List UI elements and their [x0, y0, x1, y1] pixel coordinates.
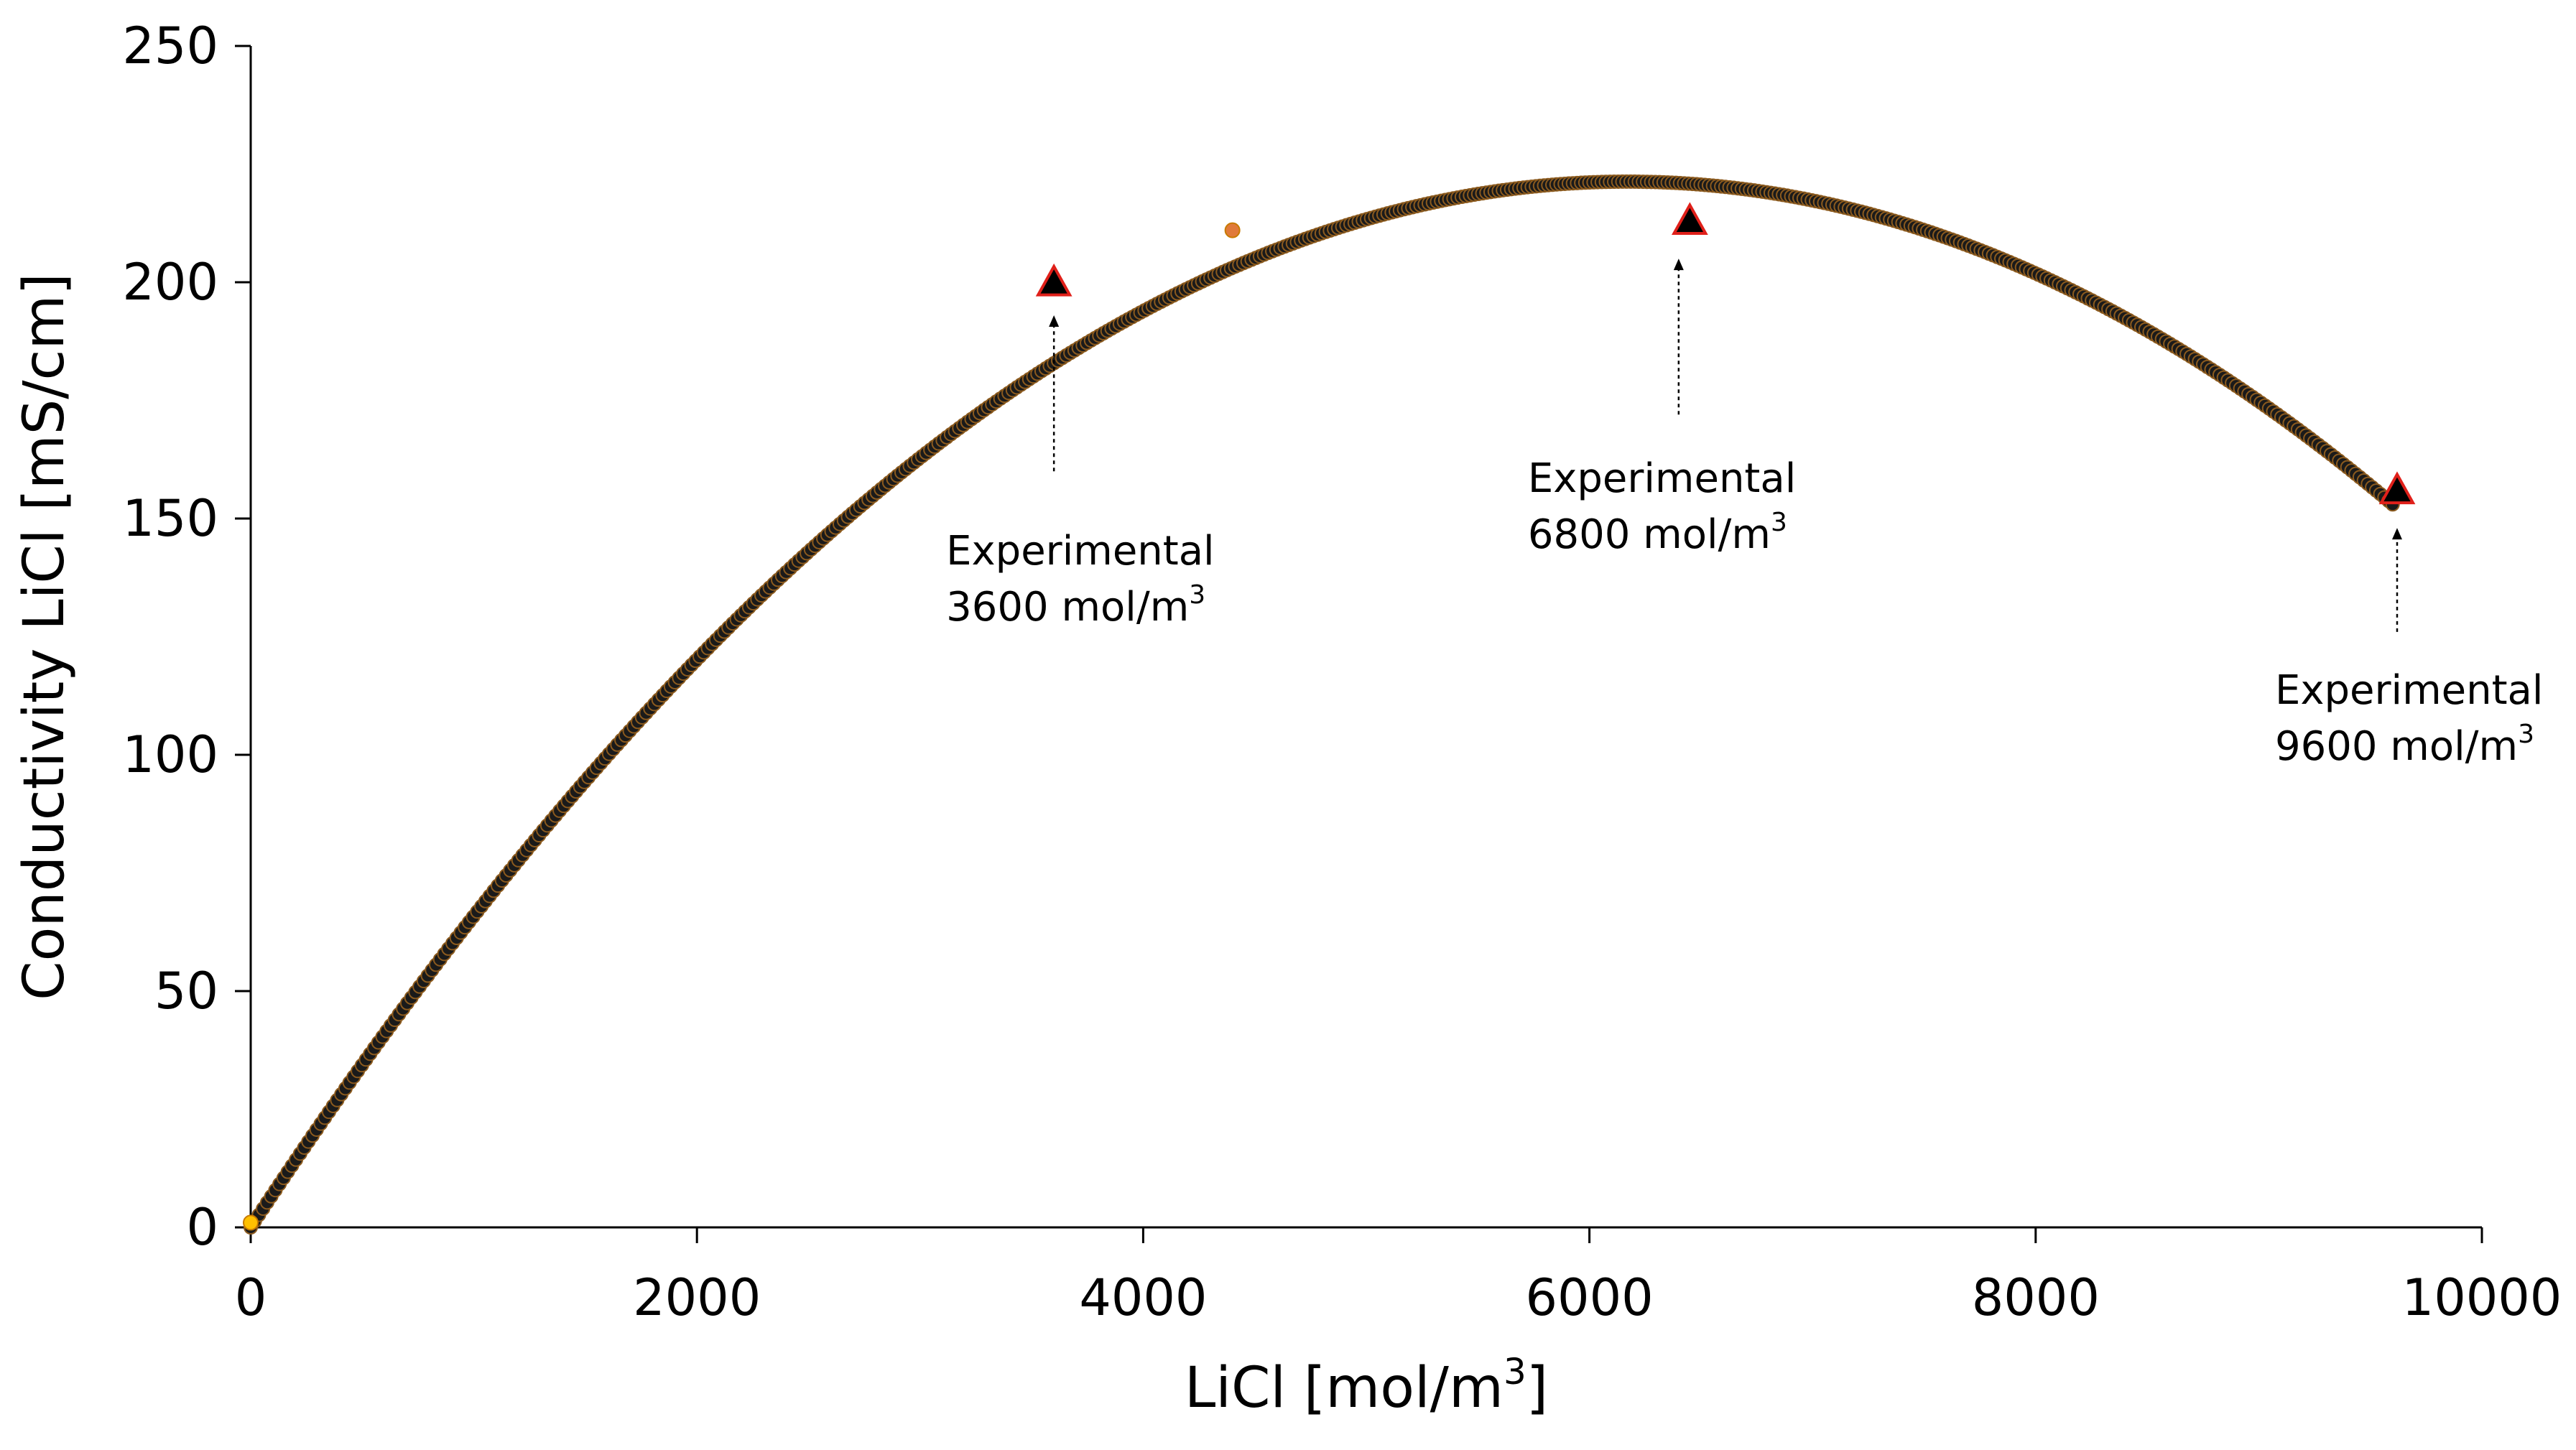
y-tick-label: 100: [122, 725, 218, 784]
y-axis-title: Conductivity LiCl [mS/cm]: [12, 273, 77, 1000]
highlight-points: [243, 222, 1241, 1231]
highlight-point: [1224, 222, 1241, 238]
x-tick-label: 8000: [1972, 1268, 2100, 1327]
annotations: Experimental 3600 mol/m3 Experimental 6800 …: [946, 259, 2543, 770]
annotation-title: Experimental: [946, 528, 1214, 575]
experimental-points: [1035, 202, 2416, 505]
experimental-point: [1035, 263, 1072, 297]
annotation-arrowhead: [1673, 259, 1684, 271]
x-tick-label: 10000: [2402, 1268, 2562, 1327]
annotation-arrowhead: [1049, 315, 1060, 327]
x-tick-label: 2000: [633, 1268, 761, 1327]
y-tick-label: 200: [122, 253, 218, 312]
annotation-value: 6800 mol/m3: [1528, 508, 1787, 558]
experimental-point: [1671, 202, 1708, 236]
annotation-value: 9600 mol/m3: [2275, 720, 2534, 770]
y-tick-label: 50: [154, 962, 218, 1021]
x-axis-title: LiCl [mol/m3]: [1185, 1351, 1548, 1421]
annotation-title: Experimental: [1528, 455, 1796, 502]
annotation-arrowhead: [2391, 528, 2402, 540]
annotation-title: Experimental: [2275, 667, 2543, 714]
axes: 0 50 100 150 200 250 0 2000 4000 6000 8000 10000: [122, 17, 2562, 1327]
highlight-point: [243, 1214, 259, 1231]
y-tick-label: 250: [122, 17, 218, 75]
x-tick-label: 0: [235, 1268, 267, 1327]
axis-titles: LiCl [mol/m3] Conductivity LiCl [mS/cm]: [12, 273, 1548, 1421]
annotation-value: 3600 mol/m3: [946, 580, 1205, 631]
x-tick-label: 6000: [1526, 1268, 1654, 1327]
y-tick-label: 0: [186, 1198, 218, 1257]
experimental-point: [2378, 471, 2416, 505]
x-tick-label: 4000: [1079, 1268, 1207, 1327]
y-tick-label: 150: [122, 489, 218, 548]
model-curve: [244, 174, 2400, 1235]
